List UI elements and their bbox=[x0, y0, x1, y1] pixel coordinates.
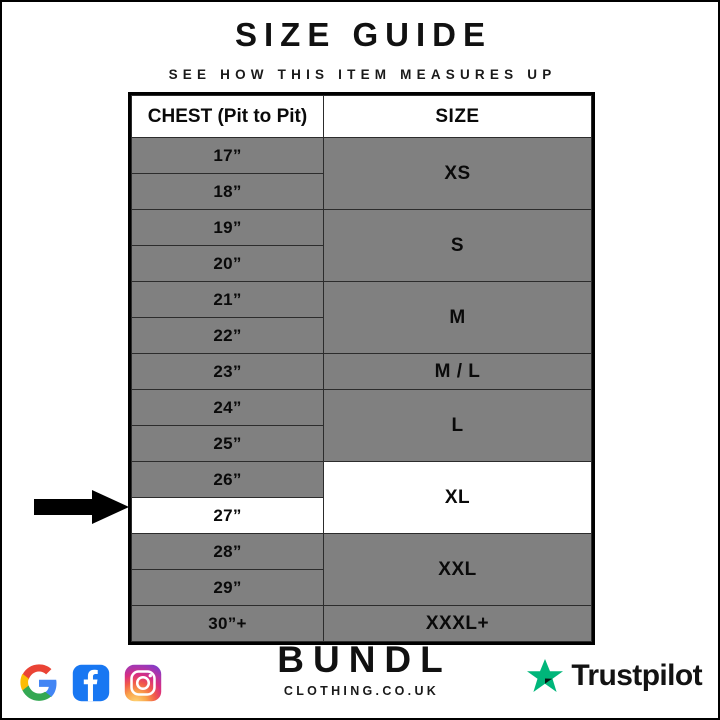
chest-cell: 27” bbox=[131, 497, 324, 534]
column-header-size: SIZE bbox=[323, 95, 592, 138]
table-row: 27” bbox=[131, 497, 592, 534]
selected-size-arrow-icon bbox=[34, 490, 129, 524]
table-row: 24” L bbox=[131, 389, 592, 462]
table-row: 18” bbox=[131, 173, 592, 210]
size-cell: XXL bbox=[323, 533, 592, 606]
size-cell: M / L bbox=[323, 353, 592, 390]
header: SIZE GUIDE SEE HOW THIS ITEM MEASURES UP bbox=[2, 2, 718, 82]
size-table-head: CHEST (Pit to Pit) SIZE bbox=[131, 95, 592, 138]
instagram-icon[interactable] bbox=[124, 664, 162, 702]
chest-cell: 30”+ bbox=[131, 605, 324, 642]
page-title: SIZE GUIDE bbox=[234, 16, 493, 53]
column-header-chest: CHEST (Pit to Pit) bbox=[131, 95, 324, 138]
size-table-container: CHEST (Pit to Pit) SIZE 17” XS 18” 19” S 20” 2… bbox=[128, 92, 595, 645]
size-table: CHEST (Pit to Pit) SIZE 17” XS 18” 19” S 20” 2… bbox=[131, 95, 592, 642]
chest-cell: 26” bbox=[131, 461, 324, 498]
brand-logo: BUNDL CLOTHING.CO.UK bbox=[2, 641, 718, 698]
size-cell: S bbox=[323, 209, 592, 282]
size-cell: L bbox=[323, 389, 592, 462]
trustpilot-star-icon bbox=[527, 659, 564, 692]
table-row: 28” XXL bbox=[131, 533, 592, 606]
table-row: 25” bbox=[131, 425, 592, 462]
table-row: 20” bbox=[131, 245, 592, 282]
size-cell: XXXL+ bbox=[323, 605, 592, 642]
chest-cell: 20” bbox=[131, 245, 324, 282]
trustpilot-wordmark: Trustpilot bbox=[571, 659, 702, 692]
chest-cell: 18” bbox=[131, 173, 324, 210]
trustpilot-badge[interactable]: Trustpilot bbox=[525, 656, 703, 696]
size-cell: XS bbox=[323, 137, 592, 210]
footer: BUNDL CLOTHING.CO.UK Trustpilot bbox=[2, 632, 718, 718]
table-row: 17” XS bbox=[131, 137, 592, 210]
chest-cell: 22” bbox=[131, 317, 324, 354]
chest-cell: 17” bbox=[131, 137, 324, 174]
table-row: 26” XL bbox=[131, 461, 592, 534]
table-header-row: CHEST (Pit to Pit) SIZE bbox=[131, 95, 592, 138]
chest-cell: 23” bbox=[131, 353, 324, 390]
chest-cell: 19” bbox=[131, 209, 324, 246]
facebook-icon[interactable] bbox=[72, 664, 110, 702]
table-row: 23” M / L bbox=[131, 353, 592, 390]
chest-cell: 28” bbox=[131, 533, 324, 570]
social-links bbox=[20, 664, 162, 702]
table-row: 21” M bbox=[131, 281, 592, 354]
chest-cell: 29” bbox=[131, 569, 324, 606]
size-table-body: 17” XS 18” 19” S 20” 21” M 22” 23” M / L 24” L 25” 26”… bbox=[131, 137, 592, 642]
page-subtitle: SEE HOW THIS ITEM MEASURES UP bbox=[168, 66, 557, 82]
table-row: 19” S bbox=[131, 209, 592, 282]
table-row: 29” bbox=[131, 569, 592, 606]
google-icon[interactable] bbox=[20, 664, 58, 702]
size-cell: M bbox=[323, 281, 592, 354]
size-cell: XL bbox=[323, 461, 592, 534]
brand-subtitle: CLOTHING.CO.UK bbox=[283, 684, 440, 698]
chest-cell: 25” bbox=[131, 425, 324, 462]
brand-name: BUNDL bbox=[277, 639, 452, 680]
chest-cell: 21” bbox=[131, 281, 324, 318]
chest-cell: 24” bbox=[131, 389, 324, 426]
table-row: 30”+ XXXL+ bbox=[131, 605, 592, 642]
